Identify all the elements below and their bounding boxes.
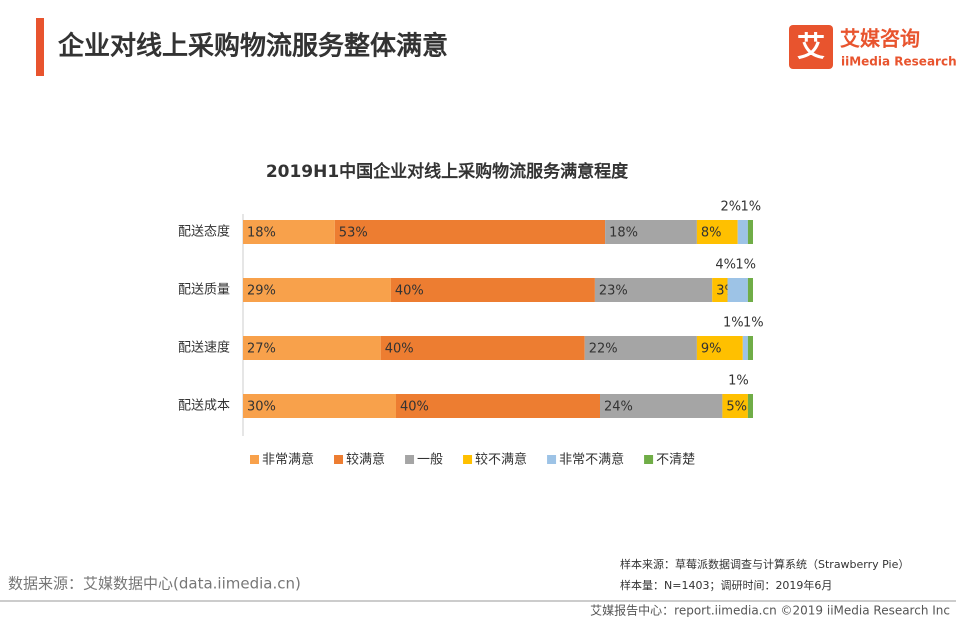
bar-segment xyxy=(737,220,748,244)
legend-label: 非常不满意 xyxy=(559,452,624,468)
legend-swatch xyxy=(334,455,344,464)
value-label: 53% xyxy=(339,226,368,241)
y-tick-label: 配送速度 xyxy=(178,340,230,356)
logo-mark: 艾 xyxy=(797,30,825,63)
bar-segment xyxy=(594,278,713,302)
sample-size: 样本量：N=1403；调研时间：2019年6月 xyxy=(620,578,832,592)
y-tick-label: 配送质量 xyxy=(178,283,230,298)
legend-label: 较满意 xyxy=(346,452,385,468)
legend-label: 较不满意 xyxy=(475,452,527,468)
value-label: 1% xyxy=(740,200,761,215)
value-label: 1% xyxy=(728,374,749,389)
bar-segment xyxy=(243,336,381,360)
value-label: 40% xyxy=(400,400,429,415)
title-accent xyxy=(36,18,44,76)
sample-source: 样本来源：草莓派数据调查与计算系统（Strawberry Pie） xyxy=(620,557,909,571)
bar-segment xyxy=(584,336,697,360)
legend-swatch xyxy=(547,455,557,464)
chart-title: 2019H1中国企业对线上采购物流服务满意程度 xyxy=(266,161,629,182)
legend-label: 不清楚 xyxy=(656,453,695,468)
y-tick-label: 配送态度 xyxy=(178,224,230,240)
bar-segment xyxy=(396,394,600,418)
value-label: 40% xyxy=(385,342,414,357)
source: 数据来源：艾媒数据中心(data.iimedia.cn) xyxy=(8,575,301,593)
page-title: 企业对线上采购物流服务整体满意 xyxy=(58,31,448,62)
bar-segment xyxy=(380,336,585,360)
legend-label: 一般 xyxy=(417,452,443,468)
bar-segment xyxy=(243,278,391,302)
value-label: 9% xyxy=(701,342,722,357)
value-label: 30% xyxy=(247,400,276,415)
value-label: 2% xyxy=(720,200,741,215)
value-label: 1% xyxy=(723,316,744,331)
bar-segment xyxy=(600,394,723,418)
copyright: 艾媒报告中心：report.iimedia.cn ©2019 iiMedia R… xyxy=(590,603,950,618)
bar-segment xyxy=(605,220,697,244)
legend-swatch xyxy=(644,455,654,464)
bar-segment xyxy=(727,278,748,302)
y-tick-label: 配送成本 xyxy=(178,399,230,414)
bar-segment xyxy=(747,336,753,360)
logo-subname: iiMedia Research xyxy=(841,55,956,69)
value-label: 23% xyxy=(599,284,628,299)
value-label: 40% xyxy=(395,284,424,299)
bar-segment xyxy=(722,394,748,418)
value-label: 18% xyxy=(247,226,276,241)
legend-swatch xyxy=(405,455,415,464)
bar-segment xyxy=(243,394,396,418)
bar-segment xyxy=(696,220,738,244)
bar-segment xyxy=(747,278,753,302)
legend-label: 非常满意 xyxy=(262,452,314,468)
logo-box xyxy=(789,25,833,69)
value-label: 5% xyxy=(726,400,747,415)
value-label: 27% xyxy=(247,342,276,357)
value-label: 18% xyxy=(609,226,638,241)
value-label: 24% xyxy=(604,400,633,415)
value-label: 22% xyxy=(589,342,618,357)
bar-segment xyxy=(243,220,335,244)
bar-segment xyxy=(696,336,743,360)
bar-segment xyxy=(334,220,606,244)
bar-segment xyxy=(747,220,753,244)
legend-swatch xyxy=(463,455,473,464)
logo-name: 艾媒咨询 xyxy=(840,27,920,51)
value-label: 8% xyxy=(701,226,722,241)
bar-segment xyxy=(742,336,748,360)
legend-swatch xyxy=(250,455,259,464)
bar-segment xyxy=(390,278,595,302)
bar-segment xyxy=(712,278,728,302)
bar-segment xyxy=(747,394,753,418)
value-label: 29% xyxy=(247,284,276,299)
value-label: 1% xyxy=(743,316,764,331)
value-label: 1% xyxy=(735,258,756,273)
value-label: 4% xyxy=(715,258,736,273)
